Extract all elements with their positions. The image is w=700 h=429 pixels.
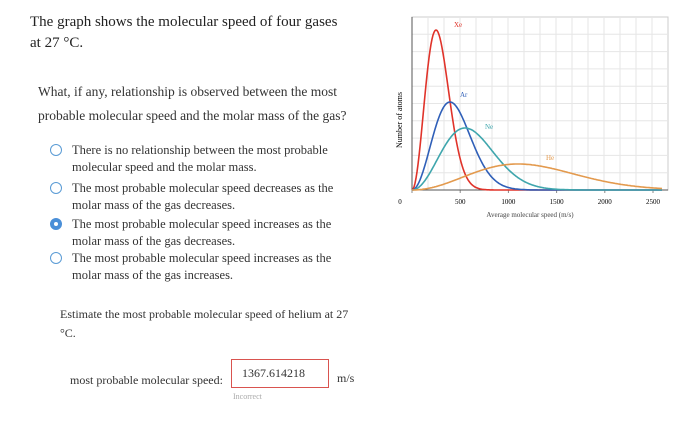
x-tick-label: 2500 — [646, 198, 661, 206]
question: What, if any, relationship is observed b… — [38, 84, 347, 123]
option[interactable]: The most probable molecular speed increa… — [50, 216, 350, 250]
curve-label: Ar — [460, 91, 468, 99]
curve-label: He — [546, 154, 554, 162]
radio[interactable] — [50, 182, 62, 194]
x-tick-label: 2000 — [598, 198, 613, 206]
answer-input[interactable]: 1367.614218 — [231, 359, 329, 388]
curve-label: Ne — [485, 123, 493, 131]
option[interactable]: The most probable molecular speed increa… — [50, 250, 350, 284]
intro: The graph shows the molecular speed of f… — [30, 14, 338, 51]
radio[interactable] — [50, 252, 62, 264]
curve-label: Xe — [454, 21, 462, 29]
x-tick-label: 0 — [398, 198, 402, 206]
curve — [411, 127, 662, 191]
option-text: There is no relationship between the mos… — [72, 143, 328, 174]
option-text: The most probable molecular speed decrea… — [72, 181, 334, 212]
x-tick-label: 500 — [455, 198, 466, 206]
graph: Number of atoms Average molecular speed … — [395, 16, 669, 219]
x-axis-label: Average molecular speed (m/s) — [486, 211, 574, 219]
option-text: The most probable molecular speed increa… — [72, 251, 332, 282]
curve — [412, 163, 663, 191]
radio[interactable] — [50, 144, 62, 156]
answer-label: most probable molecular speed: — [70, 373, 223, 387]
option[interactable]: The most probable molecular speed decrea… — [50, 180, 350, 214]
x-tick-label: 1000 — [501, 198, 516, 206]
x-tick-label: 1500 — [550, 198, 565, 206]
y-axis-label: Number of atoms — [395, 92, 404, 148]
option-text: The most probable molecular speed increa… — [72, 217, 332, 248]
answer-unit: m/s — [337, 371, 355, 385]
option[interactable]: There is no relationship between the mos… — [50, 142, 350, 176]
feedback: Incorrect — [233, 392, 262, 401]
question2: Estimate the most probable molecular spe… — [60, 307, 349, 341]
radio[interactable] — [50, 218, 62, 230]
